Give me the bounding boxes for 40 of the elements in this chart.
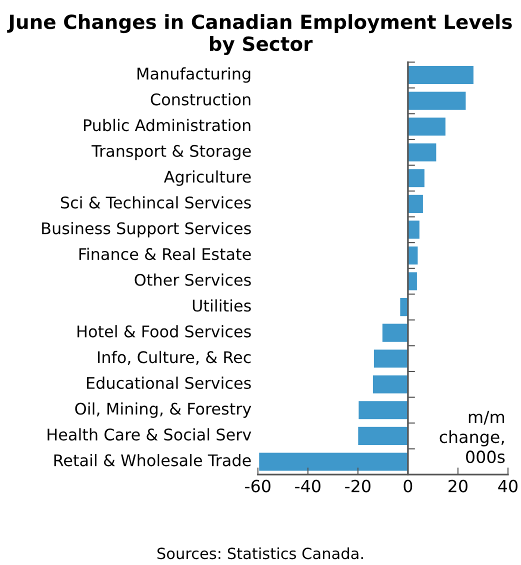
bar — [358, 401, 408, 420]
chart-title: June Changes in Canadian Employment Levels by Sector — [7, 14, 512, 56]
y-tick-label: Finance & Real Estate — [79, 248, 251, 260]
bar — [408, 220, 420, 239]
y-tick-label: Educational Services — [87, 376, 251, 390]
y-tick-label: Info, Culture, & Rec — [98, 350, 251, 365]
x-tick-label: -60 — [245, 480, 270, 492]
x-tick-label: 40 — [498, 480, 518, 492]
x-tick-label: 20 — [448, 480, 468, 492]
y-tick-label: Hotel & Food Services — [78, 325, 251, 338]
bar — [382, 324, 408, 342]
bar — [372, 375, 408, 394]
y-tick-label: Oil, Mining, & Forestry — [75, 402, 252, 418]
bar — [408, 272, 417, 290]
bar — [408, 143, 436, 162]
bar — [408, 118, 446, 136]
x-tick-label: -20 — [345, 480, 370, 492]
y-tick-label: Transport & Storage — [92, 144, 251, 160]
bar — [400, 298, 408, 316]
y-tick-label: Health Care & Social Serv — [48, 428, 252, 441]
y-tick-label: Other Services — [134, 274, 251, 286]
y-tick-label: Agriculture — [164, 170, 251, 186]
bar — [408, 169, 424, 188]
y-tick-label: Sci & Techincal Services — [60, 196, 251, 209]
y-tick-label: Business Support Services — [42, 222, 251, 238]
x-tick-label: 0 — [404, 480, 412, 492]
y-tick-label: Manufacturing — [138, 67, 250, 83]
bar — [358, 426, 408, 445]
bar — [408, 66, 474, 84]
bar — [408, 92, 466, 110]
bar — [374, 350, 408, 368]
annotation: m/m change, 000s — [440, 410, 505, 464]
y-tick-label: Utilities — [192, 299, 251, 312]
y-tick-label: Public Administration — [84, 118, 250, 132]
bar — [408, 194, 423, 213]
y-tick-label: Retail & Wholesale Trade — [54, 454, 251, 466]
y-tick-label: Construction — [150, 93, 250, 106]
bar — [259, 452, 408, 471]
source-note: Sources: Statistics Canada. — [157, 547, 363, 560]
x-tick-label: -40 — [295, 480, 320, 492]
